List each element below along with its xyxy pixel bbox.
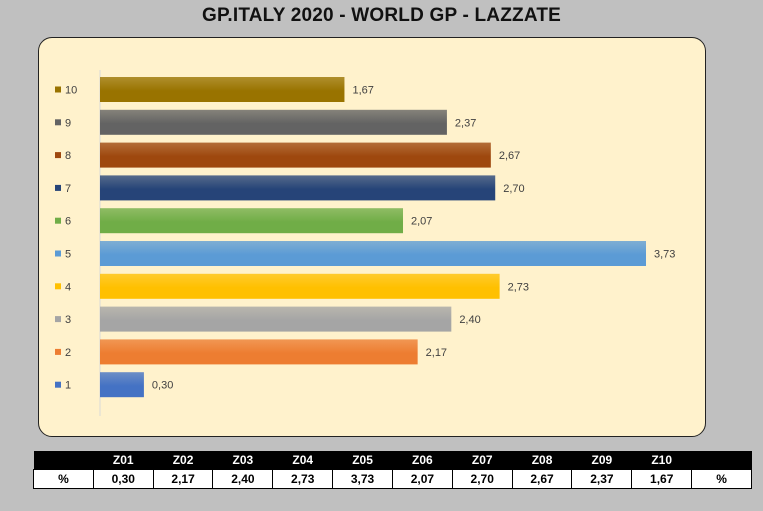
table-value-cell: % xyxy=(691,469,752,489)
data-label-4: 2,73 xyxy=(508,281,529,293)
legend-key-7 xyxy=(55,184,61,191)
table-value-cell: 2,17 xyxy=(152,469,214,489)
legend-label-6: 6 xyxy=(65,216,71,228)
table-header-cell xyxy=(33,451,94,470)
table-value-cell: 3,73 xyxy=(332,469,393,489)
table-header-cell: Z09 xyxy=(571,451,632,470)
legend-label-1: 1 xyxy=(65,380,71,392)
legend-label-5: 5 xyxy=(65,249,71,261)
table-header-cell: Z04 xyxy=(272,451,333,470)
chart-title: GP.ITALY 2020 - WORLD GP - LAZZATE xyxy=(201,5,562,26)
legend-key-2 xyxy=(55,348,61,355)
table-value-cell: 2,37 xyxy=(571,469,633,489)
data-label-10: 1,67 xyxy=(352,85,373,97)
table-value-cell: % xyxy=(33,469,94,489)
data-label-6: 2,07 xyxy=(411,216,432,228)
data-label-2: 2,17 xyxy=(426,347,447,359)
legend-label-9: 9 xyxy=(65,117,71,129)
table-value-cell: 2,70 xyxy=(451,469,513,489)
legend-key-1 xyxy=(55,381,61,388)
table-value-cell: 2,40 xyxy=(212,469,274,489)
data-label-8: 2,67 xyxy=(499,150,520,162)
legend-key-10 xyxy=(55,86,61,93)
data-label-3: 2,40 xyxy=(459,314,480,326)
legend-key-9 xyxy=(55,119,61,126)
table-value-cell: 2,07 xyxy=(391,469,453,489)
chart-panel xyxy=(38,37,706,437)
table-header-cell: Z02 xyxy=(153,451,213,470)
bar-9 xyxy=(100,109,447,135)
bar-2 xyxy=(100,339,418,365)
legend-key-8 xyxy=(55,152,61,159)
table-header-cell xyxy=(691,451,752,470)
legend-label-4: 4 xyxy=(65,281,71,293)
data-label-7: 2,70 xyxy=(503,183,524,195)
bar-chart: 0,30 1 2,17 2 2,40 3 2,73 4 3,73 5 2,07 6 2,70 7 2,67 8… xyxy=(55,70,675,416)
data-label-1: 0,30 xyxy=(152,380,173,392)
legend-label-8: 8 xyxy=(65,150,71,162)
bar-1 xyxy=(100,372,144,398)
legend-key-3 xyxy=(55,316,61,323)
table-value-row: % 0,30 2,17 2,40 2,73 3,73 2,07 2,70 2,67 2,37 1,6… xyxy=(33,469,752,489)
table-header-row: Z01 Z02 Z03 Z04 Z05 Z06 Z07 Z08 Z09 Z10 xyxy=(33,451,752,470)
table-value-cell: 2,73 xyxy=(272,469,334,489)
legend-key-6 xyxy=(55,217,61,224)
bar-4 xyxy=(100,273,500,299)
table-header-cell: Z07 xyxy=(452,451,513,470)
table-value-cell: 2,67 xyxy=(511,469,573,489)
legend-label-2: 2 xyxy=(65,347,71,359)
bar-3 xyxy=(100,306,452,332)
table-header-cell: Z08 xyxy=(512,451,572,470)
table-value-cell: 0,30 xyxy=(92,469,154,489)
data-label-5: 3,73 xyxy=(654,249,675,261)
legend-label-10: 10 xyxy=(65,85,77,97)
legend-label-3: 3 xyxy=(65,314,71,326)
bar-6 xyxy=(100,208,404,234)
table-header-cell: Z05 xyxy=(332,451,393,470)
table-header-cell: Z06 xyxy=(392,451,453,470)
data-table: Z01 Z02 Z03 Z04 Z05 Z06 Z07 Z08 Z09 Z10 % 0,30 2,17… xyxy=(33,451,752,489)
table-header-cell: Z03 xyxy=(212,451,273,470)
table-value-cell: 1,67 xyxy=(631,469,693,489)
table-header-cell: Z01 xyxy=(93,451,154,470)
legend-key-5 xyxy=(55,250,61,257)
bar-10 xyxy=(100,77,345,102)
legend-label-7: 7 xyxy=(65,183,71,195)
bar-8 xyxy=(100,142,491,168)
bar-5 xyxy=(100,241,646,266)
data-label-9: 2,37 xyxy=(455,117,476,129)
table-header-cell: Z10 xyxy=(631,451,692,470)
legend-key-4 xyxy=(55,283,61,290)
bar-7 xyxy=(100,175,496,201)
